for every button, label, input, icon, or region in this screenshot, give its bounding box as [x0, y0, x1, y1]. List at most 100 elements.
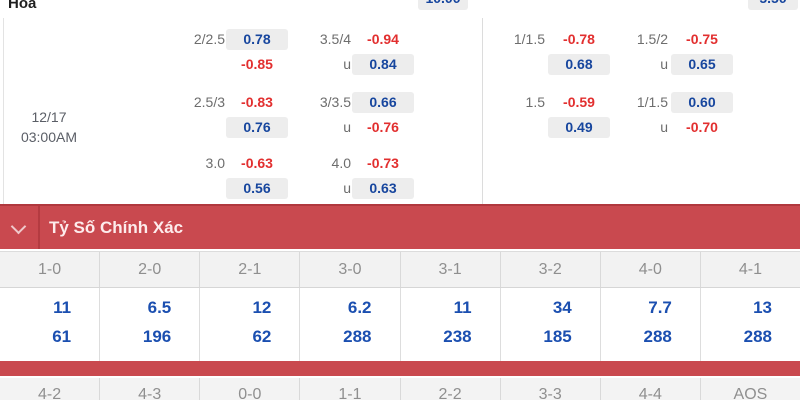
- score-odds-secondary[interactable]: 288: [343, 327, 372, 346]
- score-odds-secondary[interactable]: 196: [142, 327, 172, 346]
- odds-value[interactable]: -0.85: [241, 56, 273, 72]
- score-odds-value[interactable]: 12: [252, 298, 272, 317]
- odds-row: 0.76 u -0.76: [0, 117, 800, 138]
- section-separator-bar: [0, 361, 800, 376]
- score-header-cell: 4-1: [699, 252, 800, 287]
- odds-value[interactable]: -0.75: [686, 31, 718, 47]
- odds-value[interactable]: -0.59: [563, 94, 595, 110]
- section-header-divider: [38, 206, 40, 249]
- section-header-correct-score[interactable]: Tỷ Số Chính Xác: [0, 204, 800, 249]
- score-odds-value[interactable]: 13: [753, 298, 772, 317]
- odds-value[interactable]: -0.63: [241, 155, 273, 171]
- under-label: u: [660, 56, 668, 72]
- score-header-row-2: 4-2 4-3 0-0 1-1 2-2 3-3 4-4 AOS: [0, 378, 800, 400]
- odds-value[interactable]: 0.68: [548, 54, 610, 75]
- handicap-line-label: 3.5/4: [319, 31, 351, 47]
- score-header-cell: 1-0: [38, 261, 62, 278]
- score-header-cell: 3-0: [299, 252, 399, 287]
- score-cell: 11 61: [0, 288, 99, 361]
- score-odds-secondary[interactable]: 61: [52, 327, 72, 346]
- odds-value[interactable]: -0.70: [686, 119, 718, 135]
- score-cell: 12 62: [199, 288, 299, 361]
- handicap-line-label: 1.5/2: [636, 31, 668, 47]
- odds-value[interactable]: 0.66: [352, 92, 414, 113]
- under-label: u: [660, 119, 668, 135]
- odds-value[interactable]: 0.65: [671, 54, 733, 75]
- match-schedule: 12/17 03:00AM: [0, 107, 98, 147]
- score-header-cell: 3-3: [499, 378, 600, 400]
- odds-row: 2.5/3 -0.83 3/3.5 0.66: [0, 92, 800, 113]
- score-header-cell: 4-0: [599, 252, 700, 287]
- score-values-row: 11 61 6.5 196 12 62 6.2 288 11 238 34 18…: [0, 288, 800, 361]
- odds-value[interactable]: -0.76: [367, 119, 399, 135]
- handicap-line-label: 1.5: [525, 94, 545, 110]
- score-cell: 13 288: [699, 288, 800, 361]
- score-odds-secondary[interactable]: 288: [743, 327, 772, 346]
- section-title: Tỷ Số Chính Xác: [49, 218, 184, 237]
- odds-row: 3.0 -0.63 4.0 -0.73: [0, 153, 800, 174]
- odds-value[interactable]: 0.76: [226, 117, 288, 138]
- odds-value[interactable]: 0.49: [548, 117, 610, 138]
- match-time: 03:00AM: [20, 129, 78, 145]
- score-header-cell: 4-2: [38, 386, 62, 400]
- score-cell: 7.7 288: [599, 288, 700, 361]
- draw-odds-value[interactable]: 10.00: [418, 0, 468, 10]
- score-odds-value[interactable]: 7.7: [648, 298, 672, 317]
- odds-value[interactable]: 0.84: [352, 54, 414, 75]
- score-odds-value[interactable]: 11: [53, 298, 72, 317]
- handicap-line-label: 2.5/3: [193, 94, 225, 110]
- score-odds-value[interactable]: 11: [453, 298, 472, 317]
- score-odds-value[interactable]: 34: [552, 298, 572, 317]
- odds-row: 1/1.5 -0.78 1.5/2 -0.75: [0, 29, 800, 50]
- odds-value[interactable]: 0.56: [226, 178, 288, 199]
- odds-value[interactable]: -0.73: [367, 155, 399, 171]
- score-header-cell: 0-0: [199, 378, 299, 400]
- score-odds-value[interactable]: 6.2: [347, 298, 372, 317]
- under-label: u: [343, 56, 351, 72]
- score-odds-secondary[interactable]: 288: [643, 327, 672, 346]
- chevron-down-icon[interactable]: [10, 218, 27, 235]
- odds-value[interactable]: -0.78: [563, 31, 595, 47]
- score-header-cell: 3-1: [399, 252, 500, 287]
- right-odds-value[interactable]: 5.50: [748, 0, 798, 10]
- handicap-line-label: 1/1.5: [636, 94, 668, 110]
- score-odds-secondary[interactable]: 185: [543, 327, 572, 346]
- handicap-line-label: 3/3.5: [319, 94, 351, 110]
- under-label: u: [343, 180, 351, 196]
- handicap-line-label: 4.0: [331, 155, 351, 171]
- handicap-line-label: 2/2.5: [193, 31, 225, 47]
- handicap-line-label: 1/1.5: [513, 31, 545, 47]
- score-cell: 6.2 288: [299, 288, 399, 361]
- odds-value[interactable]: 0.63: [352, 178, 414, 199]
- odds-row: 0.56 u 0.63: [0, 178, 800, 199]
- score-header-cell: 3-2: [499, 252, 600, 287]
- odds-row: 1.5 -0.59 1/1.5 0.60: [0, 92, 800, 113]
- odds-row: 0.68 u 0.65: [0, 54, 800, 75]
- odds-value[interactable]: 0.60: [671, 92, 733, 113]
- score-header-cell: 4-4: [599, 378, 700, 400]
- draw-label: Hòa: [8, 0, 37, 12]
- odds-row: 0.49 u -0.70: [0, 117, 800, 138]
- odds-row: -0.85 u 0.84: [0, 54, 800, 75]
- under-label: u: [343, 119, 351, 135]
- odds-value[interactable]: -0.83: [241, 94, 273, 110]
- table-column-divider: [482, 18, 483, 204]
- score-header-cell: 1-1: [299, 378, 399, 400]
- score-header-cell: 2-1: [199, 252, 299, 287]
- score-header-cell: 2-2: [399, 378, 500, 400]
- match-date: 12/17: [31, 109, 67, 125]
- score-cell: 6.5 196: [99, 288, 199, 361]
- score-cell: 34 185: [499, 288, 600, 361]
- score-header-cell: 4-3: [99, 378, 199, 400]
- odds-value[interactable]: 0.78: [226, 29, 288, 50]
- score-odds-value[interactable]: 6.5: [147, 298, 172, 317]
- score-odds-secondary[interactable]: 62: [252, 327, 272, 346]
- score-odds-secondary[interactable]: 238: [443, 327, 472, 346]
- score-header-cell: AOS: [699, 378, 800, 400]
- score-cell: 11 238: [399, 288, 500, 361]
- handicap-line-label: 3.0: [205, 155, 225, 171]
- score-header-row: 1-0 2-0 2-1 3-0 3-1 3-2 4-0 4-1: [0, 251, 800, 288]
- score-header-cell: 2-0: [99, 252, 199, 287]
- odds-value[interactable]: -0.94: [367, 31, 399, 47]
